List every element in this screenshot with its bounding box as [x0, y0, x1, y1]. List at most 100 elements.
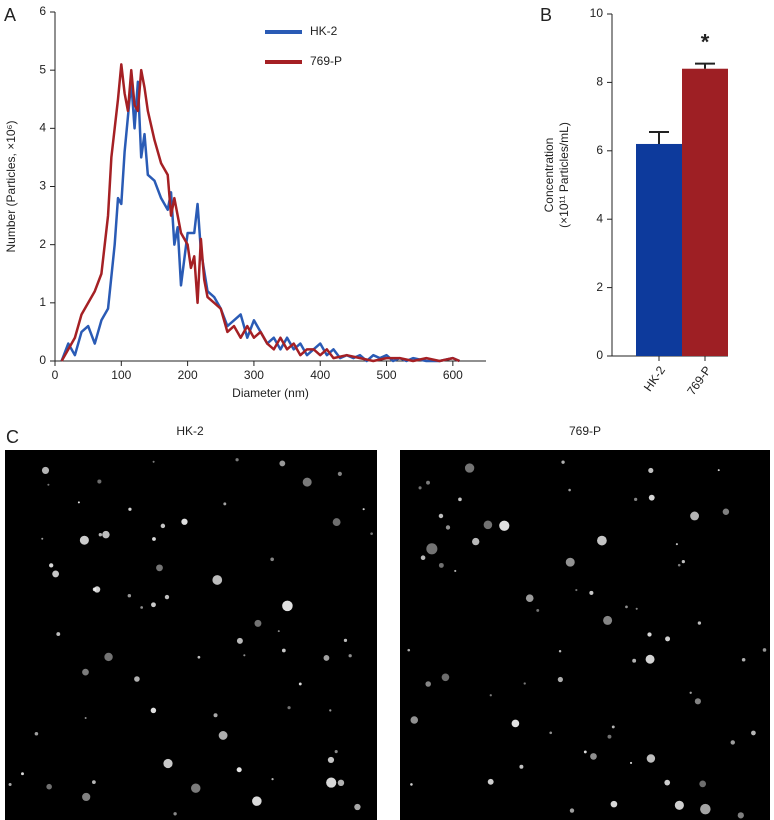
particle — [438, 562, 444, 568]
y-tick-label: 1 — [39, 295, 46, 309]
particle — [332, 518, 341, 527]
particle — [557, 676, 563, 683]
particle — [677, 563, 681, 567]
panel-label: C — [6, 427, 19, 447]
particle — [52, 570, 60, 578]
y-tick-label: 6 — [39, 4, 46, 18]
particle — [629, 761, 633, 765]
particle — [487, 778, 494, 785]
y-tick-label: 2 — [39, 237, 46, 251]
particle — [741, 657, 746, 662]
particle — [181, 518, 188, 525]
x-tick-label: 400 — [310, 368, 330, 382]
particle — [252, 796, 262, 806]
particle — [236, 637, 243, 644]
particle — [343, 638, 348, 643]
particle — [690, 511, 700, 521]
y-tick-label: 4 — [596, 211, 603, 225]
particle — [84, 717, 87, 720]
particle — [410, 716, 419, 724]
particle — [464, 463, 475, 473]
particle — [458, 497, 462, 502]
particle — [689, 691, 692, 694]
particle — [82, 668, 89, 676]
particle — [737, 812, 744, 819]
particle — [632, 658, 637, 663]
particle — [511, 719, 520, 728]
particle — [348, 654, 352, 658]
particle — [279, 460, 286, 467]
image-title: 769-P — [569, 424, 601, 438]
particle — [156, 564, 163, 572]
particle — [519, 764, 524, 769]
particle — [762, 648, 767, 652]
particle — [549, 731, 553, 735]
particle — [152, 460, 155, 463]
particle — [104, 652, 113, 662]
particle — [370, 532, 373, 535]
particle — [41, 537, 44, 540]
particle — [326, 777, 337, 788]
particle — [270, 557, 274, 562]
particle — [610, 800, 618, 808]
particle — [407, 648, 411, 652]
particle — [697, 621, 702, 625]
particle — [425, 681, 431, 687]
particle — [583, 750, 587, 754]
particle — [150, 707, 157, 714]
particle — [218, 731, 228, 740]
particle — [102, 530, 110, 539]
particle — [128, 507, 132, 511]
particle — [675, 543, 678, 546]
particle — [420, 555, 426, 561]
particle — [647, 632, 652, 637]
panel-label: B — [540, 5, 552, 25]
particle — [277, 630, 280, 633]
y-axis-label: (×10¹¹ Particles/mL) — [557, 122, 571, 228]
particle — [152, 537, 156, 541]
particle — [212, 575, 223, 585]
particle — [722, 508, 730, 516]
particle — [163, 758, 173, 769]
particle — [575, 588, 578, 592]
particle — [730, 740, 735, 745]
x-tick-label: 769-P — [684, 364, 714, 398]
particle — [92, 780, 96, 785]
x-tick-label: 0 — [52, 368, 59, 382]
y-tick-label: 8 — [596, 75, 603, 89]
y-tick-label: 10 — [590, 6, 604, 20]
particle — [254, 619, 262, 627]
particle — [82, 792, 91, 802]
particle — [664, 779, 671, 786]
particle — [565, 557, 575, 567]
particle — [337, 471, 342, 476]
particle — [426, 480, 430, 485]
particle — [648, 467, 654, 474]
particle — [302, 477, 312, 487]
particle — [327, 756, 335, 764]
particle — [173, 812, 177, 816]
x-tick-label: 500 — [377, 368, 397, 382]
bar — [682, 68, 728, 356]
particle — [197, 655, 201, 659]
x-axis-label: Diameter (nm) — [232, 386, 309, 400]
particle — [426, 543, 438, 555]
particle — [164, 594, 170, 600]
particle — [751, 730, 756, 736]
particle — [558, 649, 562, 653]
particle — [334, 750, 338, 754]
data-line — [60, 63, 460, 363]
micrograph — [400, 450, 770, 820]
particle — [134, 676, 140, 682]
y-tick-label: 3 — [39, 179, 46, 193]
x-tick-label: 600 — [443, 368, 463, 382]
y-tick-label: 2 — [596, 280, 603, 294]
annotation: * — [701, 29, 710, 54]
particle — [354, 803, 361, 811]
particle — [597, 535, 607, 546]
x-tick-label: HK-2 — [641, 363, 668, 394]
y-tick-label: 4 — [39, 121, 46, 135]
particle — [127, 593, 132, 598]
particle — [681, 560, 685, 564]
particle — [235, 458, 239, 462]
